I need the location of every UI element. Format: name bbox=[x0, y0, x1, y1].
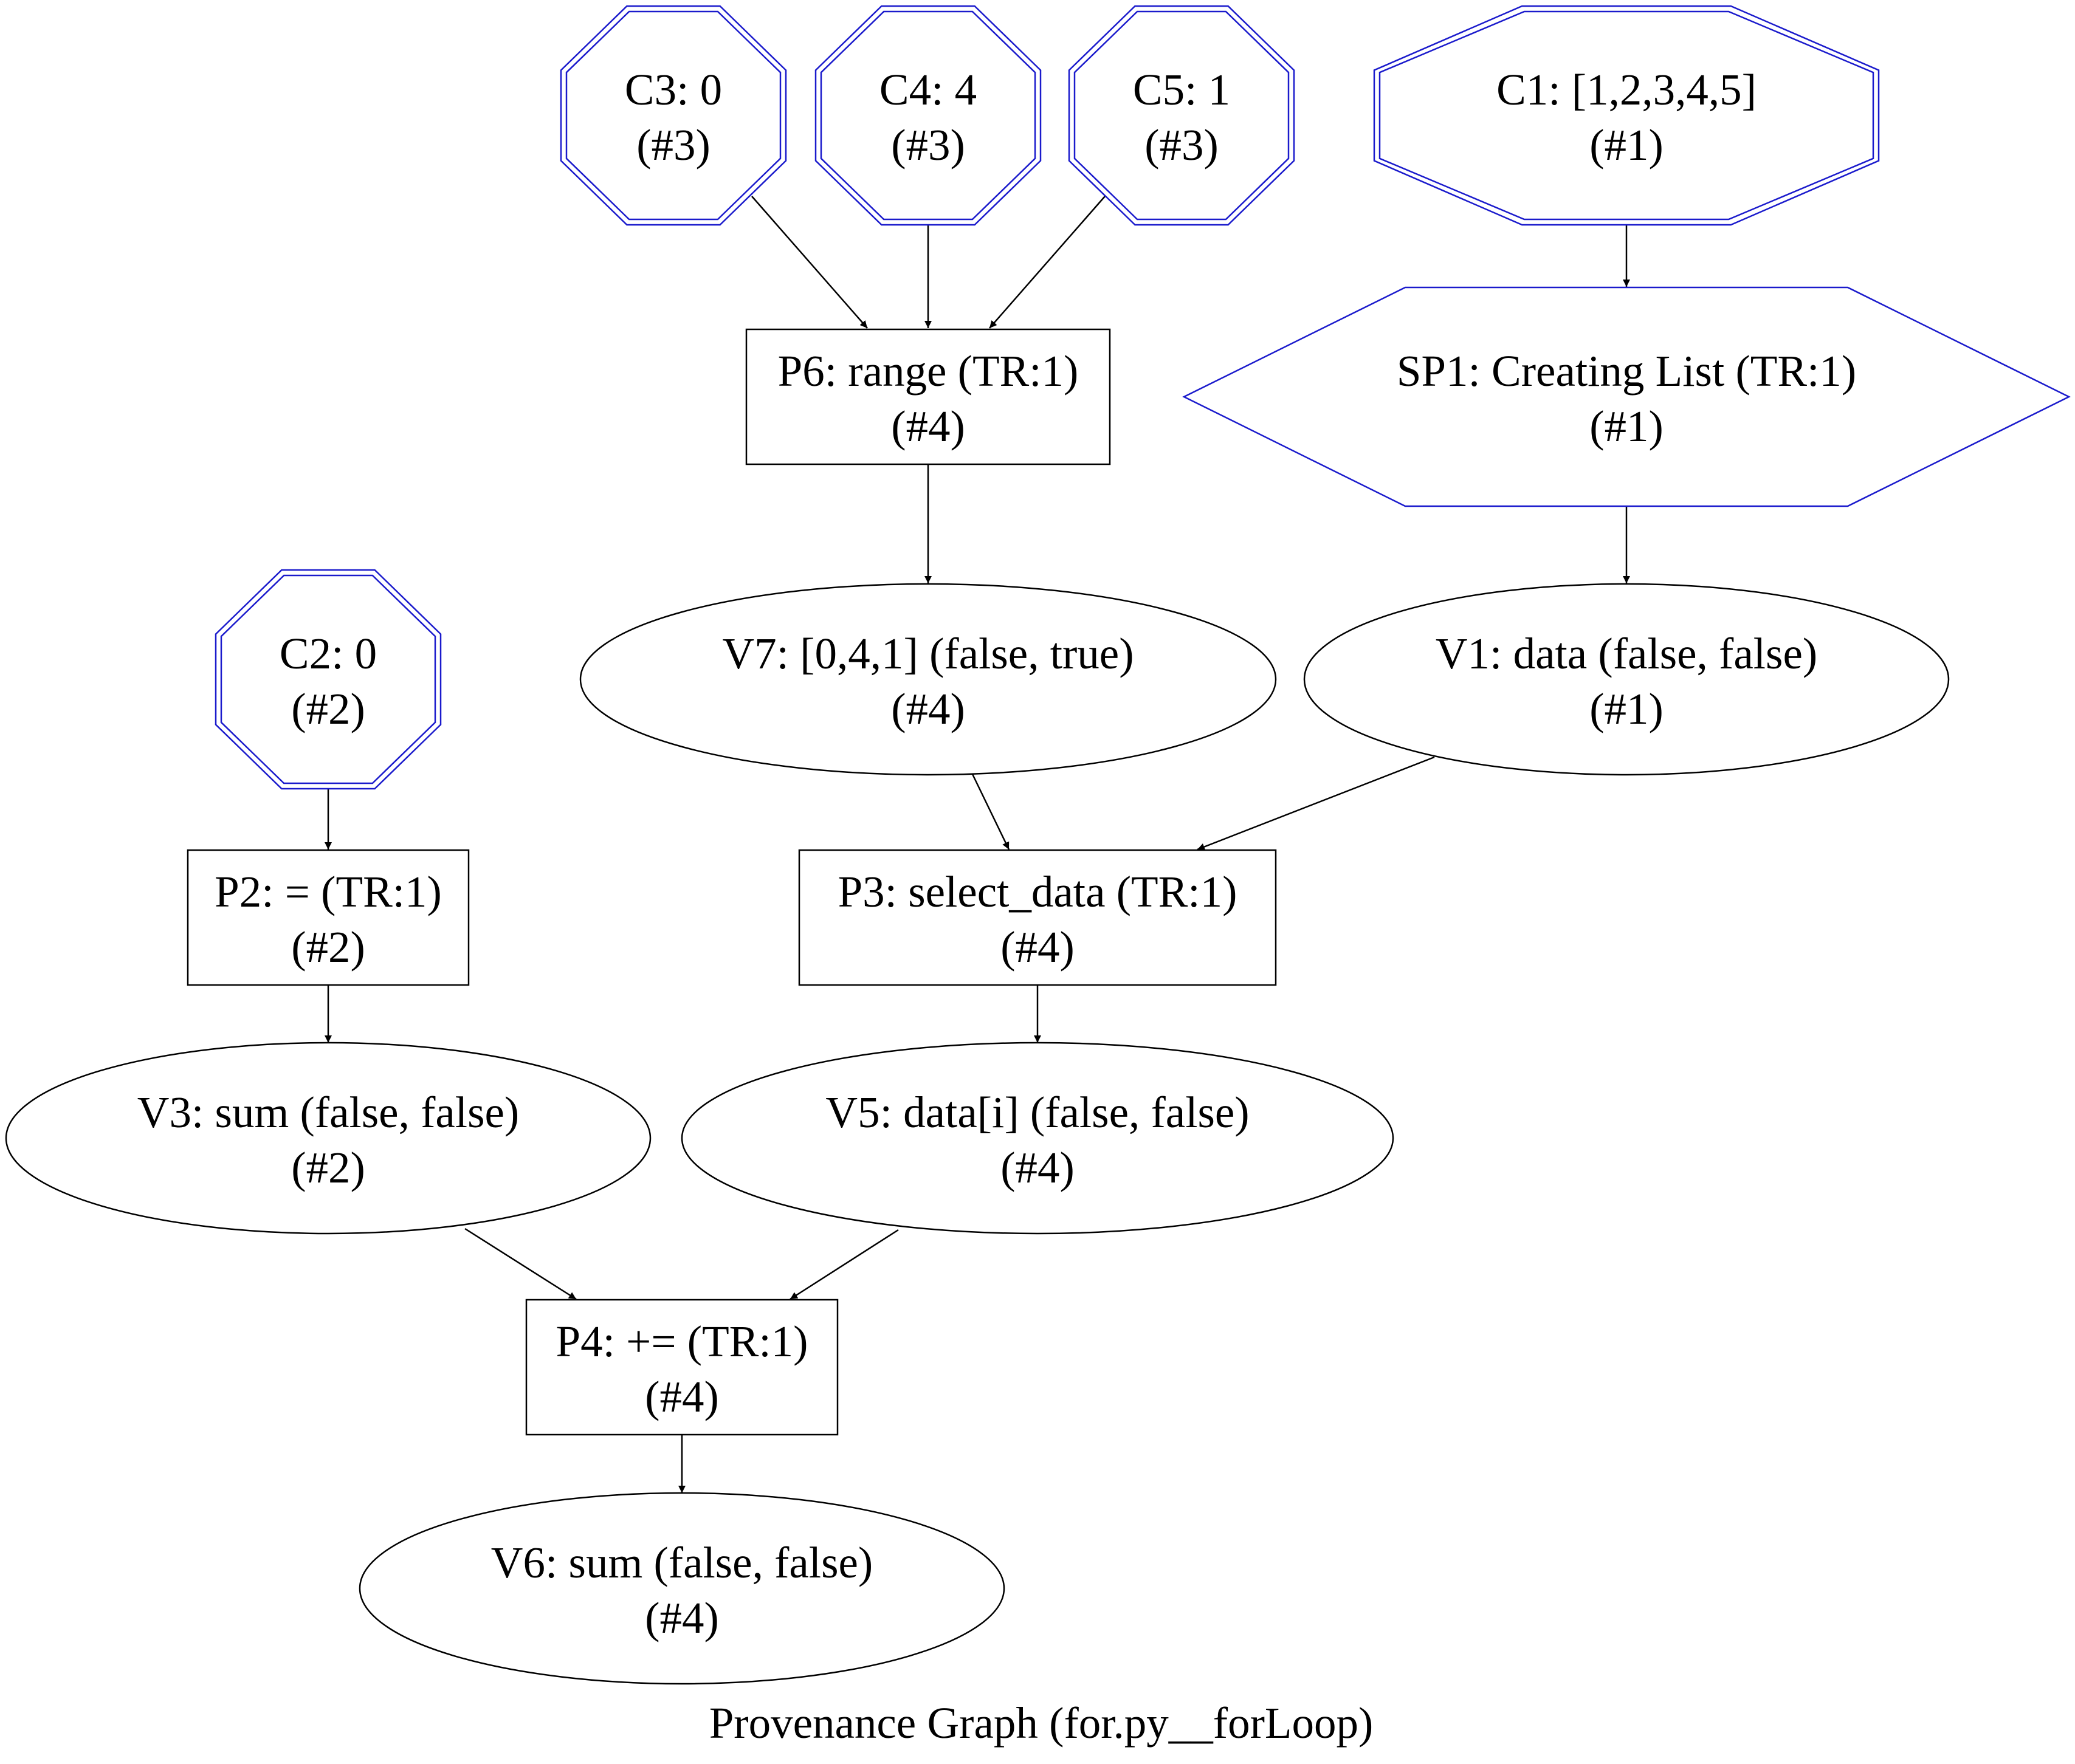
graph-caption: Provenance Graph (for.py__forLoop) bbox=[709, 1698, 1374, 1748]
octagon-outer-border bbox=[1373, 5, 1880, 226]
octagon-outer-border bbox=[814, 5, 1042, 226]
node-step-label: (#3) bbox=[1144, 120, 1219, 170]
box-border bbox=[187, 849, 470, 986]
edge-c3-to-p6 bbox=[751, 196, 868, 329]
node-v3: V3: sum (false, false) (#2) bbox=[5, 1042, 652, 1235]
node-step-label: (#1) bbox=[1589, 684, 1664, 733]
ellipse-border bbox=[1303, 583, 1950, 776]
octagon-inner-border bbox=[1073, 10, 1290, 221]
node-step-label: (#4) bbox=[1000, 1143, 1075, 1192]
node-label: C1: [1,2,3,4,5] bbox=[1496, 65, 1757, 114]
ellipse-border bbox=[5, 1042, 652, 1235]
node-c1: C1: [1,2,3,4,5] (#1) bbox=[1373, 5, 1880, 226]
edge-v5-to-p4 bbox=[790, 1229, 899, 1300]
hexagon-border bbox=[1182, 286, 2071, 507]
edge-c5-to-p6 bbox=[989, 196, 1106, 329]
node-label: V1: data (false, false) bbox=[1436, 629, 1817, 678]
edge-v1-to-p3 bbox=[1197, 756, 1435, 851]
octagon-outer-border bbox=[560, 5, 787, 226]
node-step-label: (#4) bbox=[645, 1372, 719, 1421]
node-label: C3: 0 bbox=[625, 65, 722, 114]
node-step-label: (#2) bbox=[291, 922, 365, 972]
node-label: P2: = (TR:1) bbox=[215, 867, 442, 916]
octagon-inner-border bbox=[565, 10, 782, 221]
node-label: P4: += (TR:1) bbox=[556, 1317, 808, 1366]
node-p2: P2: = (TR:1) (#2) bbox=[187, 849, 470, 986]
node-step-label: (#1) bbox=[1589, 120, 1664, 170]
node-step-label: (#4) bbox=[891, 402, 965, 451]
node-v6: V6: sum (false, false) (#4) bbox=[359, 1492, 1005, 1685]
node-label: V6: sum (false, false) bbox=[491, 1538, 873, 1587]
node-step-label: (#4) bbox=[645, 1593, 719, 1642]
node-label: C2: 0 bbox=[280, 629, 377, 678]
edge-v7-to-p3 bbox=[971, 774, 1010, 850]
node-step-label: (#2) bbox=[291, 684, 365, 733]
octagon-outer-border bbox=[1068, 5, 1295, 226]
node-c2: C2: 0 (#2) bbox=[215, 569, 442, 790]
node-label: V3: sum (false, false) bbox=[137, 1088, 519, 1137]
node-step-label: (#1) bbox=[1589, 402, 1664, 451]
nodes-layer: C3: 0 (#3) C4: 4 (#3) C5: 1 (#3) C1: [1,2,3,4,… bbox=[5, 5, 2071, 1685]
node-p6: P6: range (TR:1) (#4) bbox=[745, 328, 1111, 465]
node-p3: P3: select_data (TR:1) (#4) bbox=[798, 849, 1277, 986]
node-label: V7: [0,4,1] (false, true) bbox=[722, 629, 1134, 678]
edge-v3-to-p4 bbox=[464, 1227, 577, 1300]
node-label: P6: range (TR:1) bbox=[778, 346, 1079, 396]
node-label: SP1: Creating List (TR:1) bbox=[1397, 346, 1856, 396]
node-c5: C5: 1 (#3) bbox=[1068, 5, 1295, 226]
node-label: V5: data[i] (false, false) bbox=[825, 1088, 1249, 1137]
node-c3: C3: 0 (#3) bbox=[560, 5, 787, 226]
node-p4: P4: += (TR:1) (#4) bbox=[525, 1299, 839, 1436]
node-c4: C4: 4 (#3) bbox=[814, 5, 1042, 226]
octagon-inner-border bbox=[220, 574, 436, 784]
box-border bbox=[525, 1299, 839, 1436]
ellipse-border bbox=[579, 583, 1277, 776]
edges-layer bbox=[325, 196, 1630, 1493]
octagon-outer-border bbox=[215, 569, 442, 790]
node-step-label: (#4) bbox=[891, 684, 965, 733]
node-v1: V1: data (false, false) (#1) bbox=[1303, 583, 1950, 776]
box-border bbox=[745, 328, 1111, 465]
node-label: P3: select_data (TR:1) bbox=[838, 867, 1237, 916]
octagon-inner-border bbox=[820, 10, 1036, 221]
node-step-label: (#2) bbox=[291, 1143, 365, 1192]
box-border bbox=[798, 849, 1277, 986]
node-step-label: (#3) bbox=[891, 120, 965, 170]
ellipse-border bbox=[681, 1042, 1394, 1235]
ellipse-border bbox=[359, 1492, 1005, 1685]
node-step-label: (#3) bbox=[636, 120, 711, 170]
node-label: C5: 1 bbox=[1133, 65, 1230, 114]
node-sp1: SP1: Creating List (TR:1) (#1) bbox=[1182, 286, 2071, 507]
octagon-inner-border bbox=[1378, 10, 1874, 221]
node-step-label: (#4) bbox=[1000, 922, 1075, 972]
node-v5: V5: data[i] (false, false) (#4) bbox=[681, 1042, 1394, 1235]
node-label: C4: 4 bbox=[879, 65, 977, 114]
node-v7: V7: [0,4,1] (false, true) (#4) bbox=[579, 583, 1277, 776]
